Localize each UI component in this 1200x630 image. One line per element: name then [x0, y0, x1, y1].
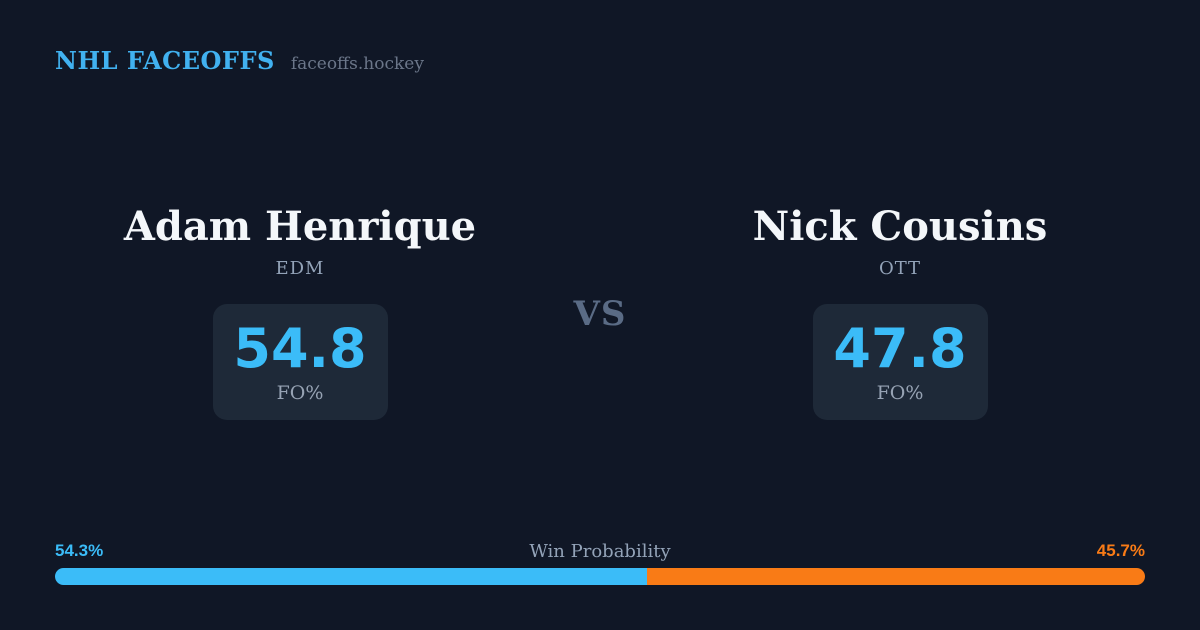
stat-label: FO%: [276, 381, 324, 404]
stat-value: 47.8: [833, 316, 967, 380]
stat-card: 54.8 FO%: [212, 304, 388, 420]
stat-label: FO%: [876, 381, 924, 404]
player-card-left: Adam Henrique EDM 54.8 FO%: [60, 205, 540, 420]
vs-label: VS: [573, 294, 627, 334]
win-prob-right-segment: [646, 568, 1145, 585]
stat-value: 54.8: [233, 316, 367, 380]
win-probability-labels: 54.3% Win Probability 45.7%: [55, 541, 1145, 563]
stat-card: 47.8 FO%: [812, 304, 988, 420]
player-team: EDM: [275, 258, 325, 279]
win-prob-title: Win Probability: [529, 541, 671, 562]
player-name: Adam Henrique: [123, 203, 477, 250]
win-prob-bar: [55, 568, 1145, 585]
player-name: Nick Cousins: [752, 203, 1048, 250]
win-prob-left-label: 54.3%: [55, 541, 104, 560]
brand-domain: faceoffs.hockey: [290, 54, 424, 74]
header: NHL FACEOFFS faceoffs.hockey: [55, 46, 424, 75]
player-card-right: Nick Cousins OTT 47.8 FO%: [660, 205, 1140, 420]
brand-title: NHL FACEOFFS: [55, 46, 275, 75]
win-prob-right-label: 45.7%: [1096, 541, 1145, 560]
win-prob-left-segment: [55, 568, 647, 585]
player-team: OTT: [878, 258, 922, 279]
